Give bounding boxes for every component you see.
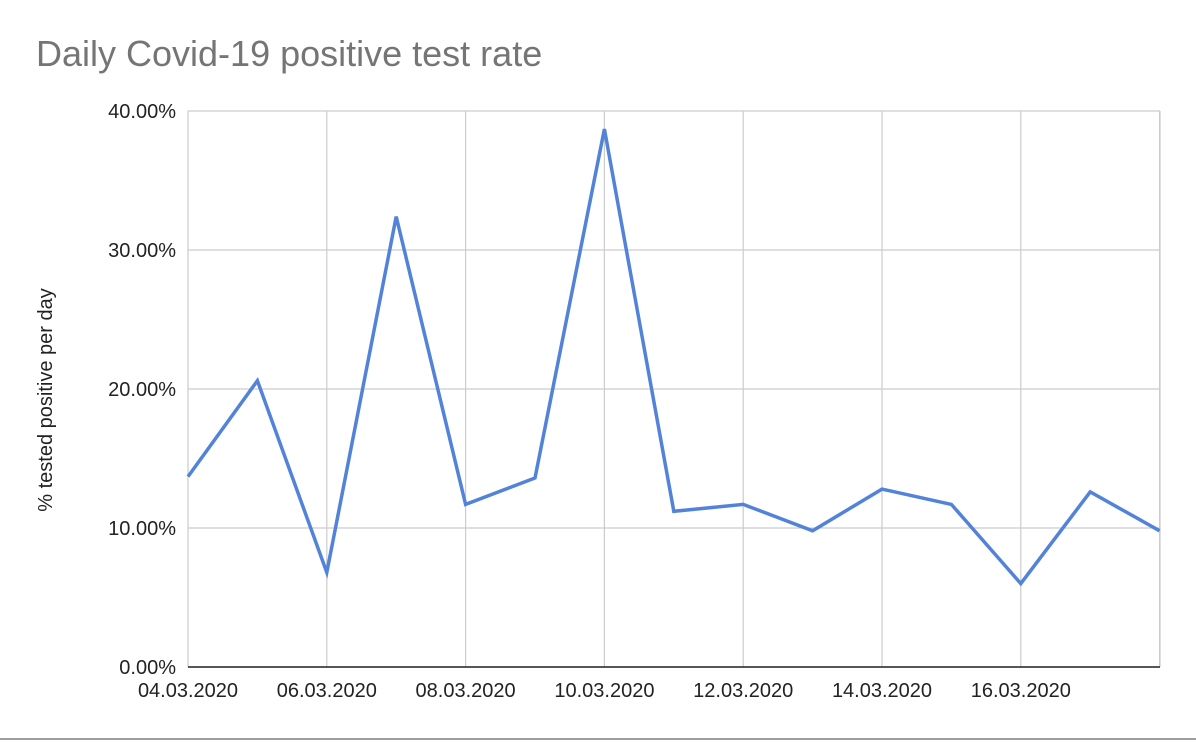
y-tick-label: 0.00% [119, 657, 176, 679]
y-tick-label: 40.00% [108, 101, 176, 123]
x-tick-label: 16.03.2020 [971, 680, 1071, 702]
y-axis-ticks: 0.00% 10.00% 20.00% 30.00% 40.00% [108, 101, 176, 679]
bottom-divider [0, 738, 1196, 740]
series-line [186, 128, 1161, 587]
x-tick-label: 14.03.2020 [832, 680, 932, 702]
grid-layer [187, 110, 1161, 668]
x-tick-label: 06.03.2020 [277, 680, 377, 702]
x-tick-label: 08.03.2020 [416, 680, 516, 702]
y-tick-label: 30.00% [108, 240, 176, 262]
y-axis-title: % tested positive per day [35, 288, 57, 511]
series-layer [186, 128, 1161, 587]
y-tick-label: 10.00% [108, 518, 176, 540]
chart-title: Daily Covid-19 positive test rate [36, 33, 542, 74]
x-tick-label: 12.03.2020 [693, 680, 793, 702]
x-tick-label: 10.03.2020 [554, 680, 654, 702]
x-axis-ticks: 04.03.2020 06.03.2020 08.03.2020 10.03.2020… [138, 680, 1071, 702]
y-tick-label: 20.00% [108, 379, 176, 401]
x-tick-label: 04.03.2020 [138, 680, 238, 702]
